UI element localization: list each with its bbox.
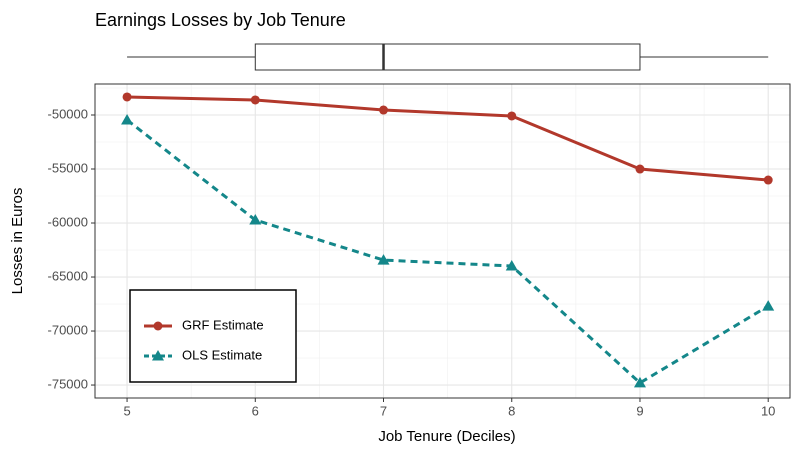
y-tick-label: -55000 xyxy=(48,160,88,175)
x-tick-label: 5 xyxy=(123,403,130,418)
y-tick-label: -60000 xyxy=(48,214,88,229)
marker xyxy=(505,260,518,271)
legend-marker xyxy=(153,321,163,331)
y-tick-label: -50000 xyxy=(48,106,88,121)
panel-border xyxy=(94,83,791,399)
x-tick-label: 6 xyxy=(252,403,259,418)
marker xyxy=(507,111,517,121)
marker xyxy=(121,113,134,125)
legend-label: OLS Estimate xyxy=(182,347,262,362)
marker xyxy=(635,164,645,174)
marker xyxy=(379,105,389,115)
y-tick-label: -70000 xyxy=(48,322,88,337)
series-line xyxy=(126,118,769,385)
legend-box xyxy=(129,289,297,383)
marker xyxy=(762,300,775,311)
x-tick-label: 8 xyxy=(508,403,515,418)
marker xyxy=(763,175,773,185)
x-tick-label: 7 xyxy=(380,403,387,418)
chart-title: Earnings Losses by Job Tenure xyxy=(95,10,346,30)
legend-label: GRF Estimate xyxy=(182,317,264,332)
x-axis-label: Job Tenure (Deciles) xyxy=(378,428,515,445)
marker xyxy=(122,92,132,102)
legend-marker xyxy=(152,350,164,361)
box xyxy=(254,43,641,71)
x-tick-label: 9 xyxy=(636,403,643,418)
y-tick-label: -75000 xyxy=(48,376,88,391)
y-axis-label: Losses in Euros xyxy=(9,188,26,295)
marker xyxy=(633,376,646,388)
y-tick-label: -65000 xyxy=(48,268,88,283)
x-tick-label: 10 xyxy=(761,403,775,418)
series-line xyxy=(127,95,769,182)
marker xyxy=(377,254,390,265)
marker xyxy=(249,213,262,225)
marker xyxy=(250,95,260,105)
